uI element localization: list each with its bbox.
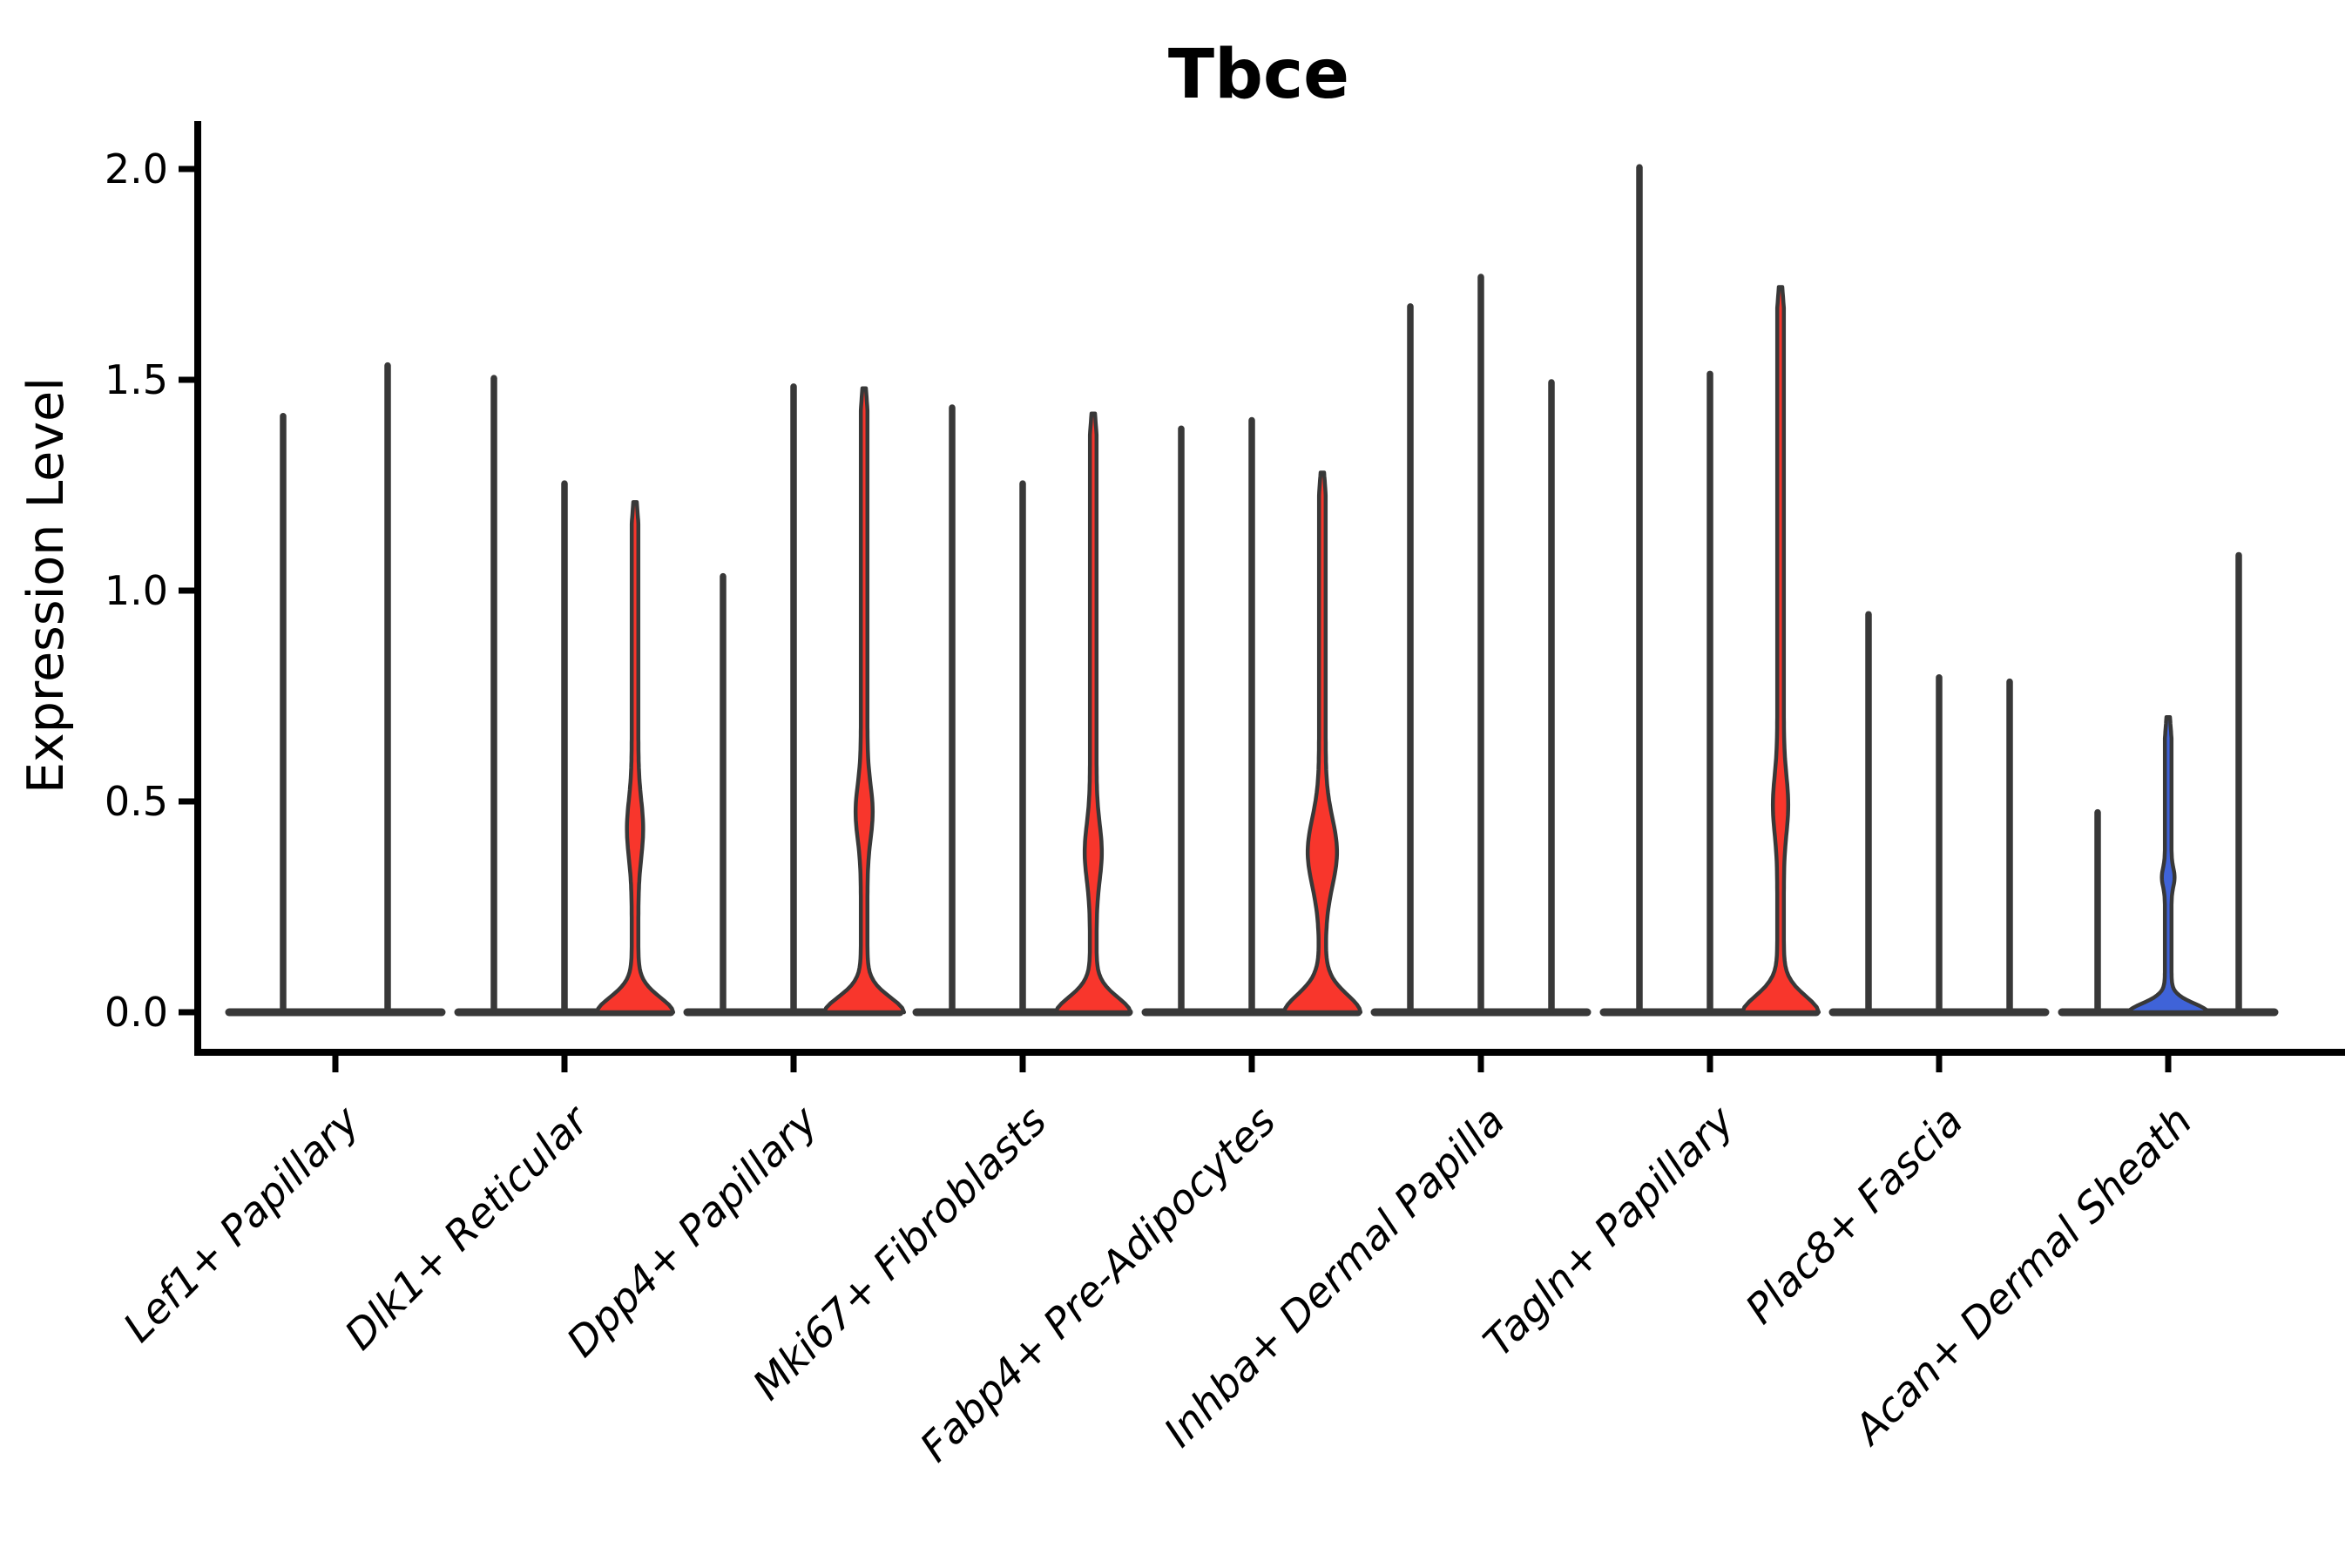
violin-filled-red (594, 500, 676, 1015)
x-tick-label: Dlk1+ Reticular (336, 1096, 600, 1360)
y-tick-label: 0.5 (105, 778, 168, 825)
violin-filled-red (1740, 285, 1821, 1015)
y-tick-label: 1.5 (105, 356, 168, 403)
violin-filled-red (1281, 470, 1363, 1015)
y-tick-label: 1.0 (105, 567, 168, 614)
left-spine (194, 121, 201, 1056)
x-axis-ticks (332, 1056, 2172, 1072)
violin-filled-red (821, 386, 907, 1015)
x-tick-label: Plac8+ Fascia (1736, 1098, 1972, 1334)
violin-filled-red (1053, 411, 1133, 1015)
x-tick-label: Lef1+ Papillary (114, 1097, 369, 1352)
y-axis-label: Expression Level (17, 377, 75, 794)
chart-title: Tbce (1168, 36, 1349, 114)
y-axis-ticks: 0.0 0.5 1.0 1.5 2.0 (105, 145, 194, 1036)
bottom-spine (194, 1049, 2345, 1056)
x-tick-label: Tagln+ Papillary (1475, 1097, 1745, 1367)
violin-series (225, 164, 2279, 1017)
y-tick-label: 2.0 (105, 145, 168, 193)
violin-filled-blue (2126, 714, 2211, 1015)
x-tick-label: Dpp4+ Papillary (558, 1097, 828, 1367)
y-tick-label: 0.0 (105, 989, 168, 1036)
